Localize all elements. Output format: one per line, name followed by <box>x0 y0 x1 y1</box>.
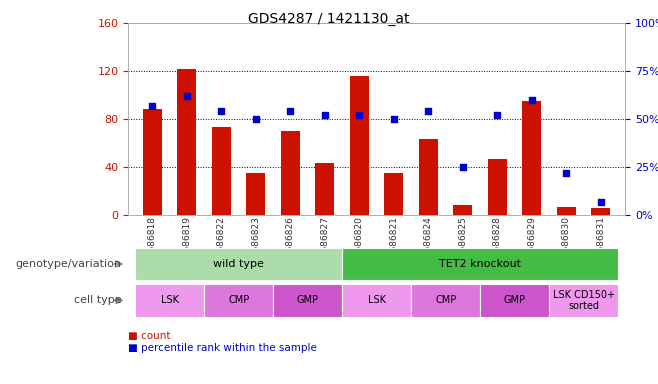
Bar <box>350 76 369 215</box>
Bar <box>143 109 162 215</box>
Text: wild type: wild type <box>213 259 264 269</box>
Point <box>147 103 158 109</box>
Text: TET2 knockout: TET2 knockout <box>439 259 521 269</box>
Point <box>595 199 606 205</box>
Text: GDS4287 / 1421130_at: GDS4287 / 1421130_at <box>248 12 410 25</box>
Bar <box>557 207 576 215</box>
Bar <box>453 205 472 215</box>
Bar <box>384 173 403 215</box>
Text: GMP: GMP <box>504 295 526 306</box>
Point <box>492 112 503 118</box>
Point <box>354 112 365 118</box>
Text: genotype/variation: genotype/variation <box>16 259 122 269</box>
Point <box>458 164 468 170</box>
Text: cell type: cell type <box>74 295 122 306</box>
Point <box>561 170 572 176</box>
Text: CMP: CMP <box>228 295 249 306</box>
Bar <box>522 101 542 215</box>
Point <box>251 116 261 122</box>
Bar <box>178 69 197 215</box>
Bar <box>212 127 231 215</box>
Text: LSK: LSK <box>368 295 386 306</box>
Text: GMP: GMP <box>297 295 318 306</box>
Bar <box>419 139 438 215</box>
Point <box>423 108 434 114</box>
Text: ■ percentile rank within the sample: ■ percentile rank within the sample <box>128 343 317 353</box>
Text: ■ count: ■ count <box>128 331 171 341</box>
Text: CMP: CMP <box>435 295 457 306</box>
Bar <box>315 164 334 215</box>
Point <box>389 116 399 122</box>
Text: LSK CD150+
sorted: LSK CD150+ sorted <box>553 290 615 311</box>
Point <box>182 93 192 99</box>
Text: LSK: LSK <box>161 295 179 306</box>
Point <box>285 108 295 114</box>
Bar <box>592 208 611 215</box>
Point <box>320 112 330 118</box>
Bar <box>281 131 300 215</box>
Bar <box>247 173 265 215</box>
Point <box>526 97 537 103</box>
Bar <box>488 159 507 215</box>
Point <box>216 108 227 114</box>
